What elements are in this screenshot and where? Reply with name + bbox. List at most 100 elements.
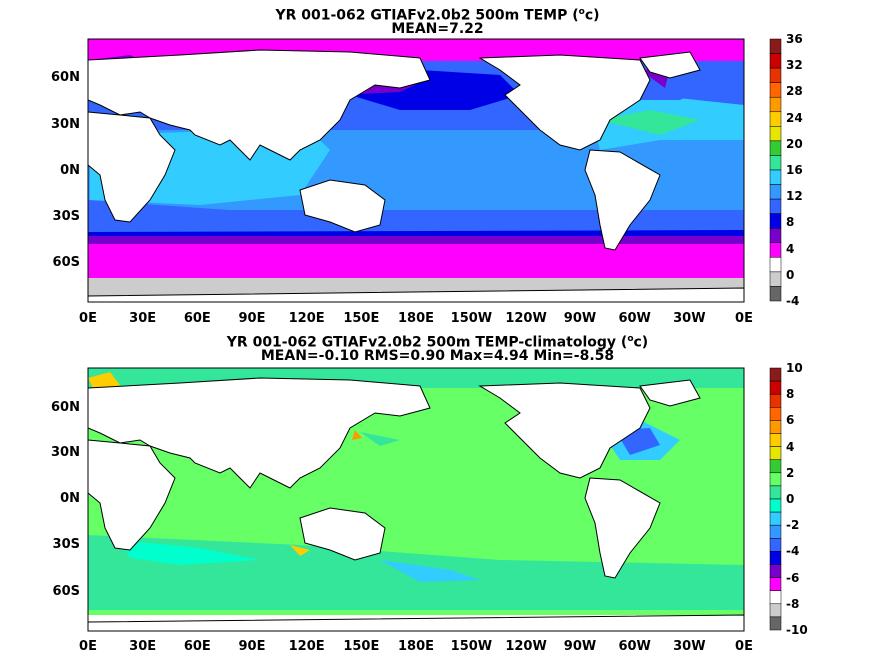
x-tick: 150E — [343, 639, 380, 654]
x-tick: 0E — [79, 639, 97, 654]
panel1-title: YR 001-062 GTIAFv2.0b2 500m TEMP (oc) — [275, 7, 600, 24]
panel1-colorbar — [769, 38, 782, 302]
colorbar-tick-label: 28 — [786, 84, 803, 99]
x-tick: 60E — [183, 639, 211, 654]
colorbar-swatch — [769, 459, 782, 474]
colorbar-tick-label: -10 — [786, 623, 808, 637]
colorbar-swatch — [769, 367, 782, 382]
colorbar-tick-label: 6 — [786, 413, 795, 428]
colorbar-swatch — [769, 126, 782, 142]
x-tick: 180E — [397, 639, 435, 654]
colorbar-tick-label: 0 — [786, 267, 795, 282]
colorbar-swatch — [769, 538, 782, 552]
colorbar-swatch — [769, 242, 782, 258]
panel2-map — [88, 368, 744, 631]
colorbar-swatch — [769, 590, 782, 605]
colorbar-swatch — [769, 82, 782, 98]
colorbar-tick-label: 4 — [786, 241, 795, 256]
colorbar-swatch — [769, 551, 782, 565]
y-tick: 30S — [52, 209, 80, 224]
colorbar-swatch — [769, 53, 782, 69]
x-tick: 120E — [288, 311, 325, 326]
y-tick: 60N — [51, 70, 80, 85]
colorbar-swatch — [769, 111, 782, 127]
colorbar-tick-label: 4 — [786, 439, 795, 454]
colorbar-swatch — [769, 155, 782, 171]
x-tick: 30E — [129, 639, 157, 654]
colorbar-swatch — [769, 198, 782, 214]
colorbar-swatch — [769, 420, 782, 434]
colorbar-tick-label: 16 — [786, 163, 803, 177]
colorbar-swatch — [769, 169, 782, 185]
x-tick: 120E — [288, 639, 325, 654]
colorbar-swatch — [769, 271, 782, 287]
colorbar-swatch — [769, 393, 782, 408]
x-tick: 90E — [238, 311, 266, 326]
colorbar-swatch — [769, 257, 782, 273]
colorbar-swatch — [769, 286, 782, 302]
colorbar-swatch — [769, 380, 782, 395]
colorbar-swatch — [769, 603, 782, 618]
x-tick: 60W — [618, 639, 651, 654]
x-tick: 90E — [238, 639, 266, 654]
colorbar-swatch — [769, 446, 782, 460]
x-tick: 120W — [505, 311, 547, 326]
y-tick: 60N — [51, 400, 80, 415]
x-tick: 30W — [673, 639, 706, 654]
colorbar-tick-label: -6 — [786, 570, 800, 585]
colorbar-tick-label: -4 — [786, 544, 800, 559]
x-tick: 60W — [618, 311, 651, 326]
colorbar-swatch — [769, 140, 782, 156]
colorbar-tick-label: 2 — [786, 465, 795, 480]
colorbar-tick-label: 10 — [786, 361, 803, 375]
colorbar-swatch — [769, 67, 782, 83]
colorbar-swatch — [769, 38, 782, 54]
colorbar-tick-label: 36 — [786, 32, 803, 46]
colorbar-swatch — [769, 485, 782, 500]
x-tick: 90W — [563, 311, 597, 326]
colorbar-swatch — [769, 564, 782, 578]
x-tick: 150E — [343, 311, 380, 326]
panel2-colorbar — [769, 367, 782, 631]
y-tick: 60S — [52, 255, 80, 270]
colorbar-tick-label: -8 — [786, 596, 800, 611]
x-tick: 60E — [183, 311, 211, 326]
x-tick: 0E — [79, 311, 97, 326]
panel2-title: YR 001-062 GTIAFv2.0b2 500m TEMP-climato… — [226, 334, 649, 351]
panel1-subtitle: MEAN=7.22 — [391, 21, 484, 37]
panel1-frame — [87, 38, 745, 303]
colorbar-swatch — [769, 96, 782, 113]
x-tick: 90W — [563, 639, 597, 654]
colorbar-tick-label: 32 — [786, 58, 803, 73]
colorbar-tick-label: 8 — [786, 215, 795, 230]
colorbar-swatch — [769, 616, 782, 631]
colorbar-swatch — [769, 511, 782, 526]
x-tick: 0E — [735, 639, 753, 654]
colorbar-swatch — [769, 184, 782, 200]
panel1-map — [88, 39, 744, 302]
panel2-subtitle: MEAN=-0.10 RMS=0.90 Max=4.94 Min=-8.58 — [260, 348, 615, 364]
colorbar-swatch — [769, 498, 782, 513]
y-tick: 0N — [60, 163, 80, 178]
y-tick: 30S — [52, 537, 80, 552]
x-tick: 0E — [735, 311, 753, 326]
colorbar-tick-label: -4 — [786, 294, 800, 308]
colorbar-swatch — [769, 577, 782, 591]
y-tick: 60S — [52, 584, 80, 599]
colorbar-tick-label: 20 — [786, 136, 803, 151]
colorbar-swatch — [769, 472, 782, 487]
colorbar-tick-label: 8 — [786, 387, 795, 402]
colorbar-swatch — [769, 433, 782, 447]
colorbar-tick-label: 12 — [786, 189, 803, 204]
x-tick: 120W — [505, 639, 547, 654]
panel2-frame — [87, 367, 745, 632]
colorbar-swatch — [769, 213, 782, 229]
y-tick: 30N — [51, 445, 80, 460]
x-tick: 150W — [450, 311, 493, 326]
y-tick: 30N — [51, 117, 80, 132]
colorbar-tick-label: 0 — [786, 492, 795, 506]
colorbar-tick-label: -2 — [786, 518, 800, 533]
y-tick: 0N — [60, 491, 80, 506]
x-tick: 30E — [129, 311, 157, 326]
